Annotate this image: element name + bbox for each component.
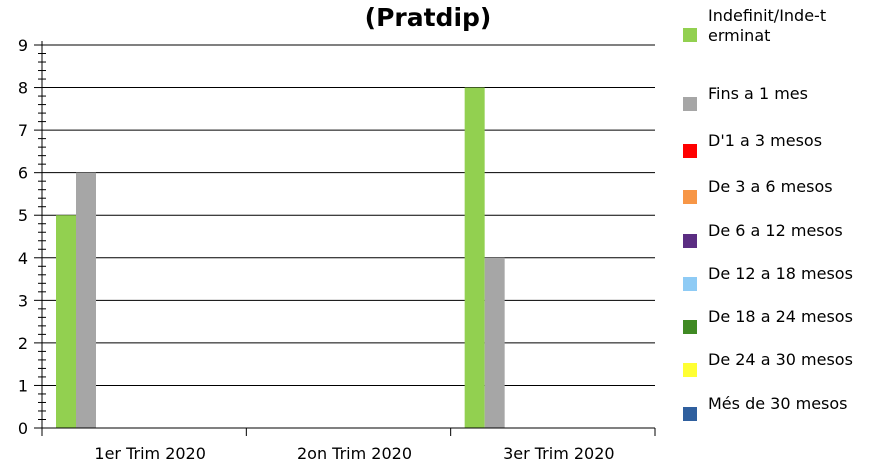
bars <box>56 87 505 429</box>
y-tick-label: 1 <box>18 376 28 395</box>
legend-label: Indefinit/Inde-terminat <box>708 6 827 45</box>
bar <box>56 215 76 428</box>
legend-swatch <box>683 407 697 421</box>
y-tick-label: 4 <box>18 249 28 268</box>
x-tick-label: 2on Trim 2020 <box>297 444 412 463</box>
legend-swatch <box>683 144 697 158</box>
legend-label: De 6 a 12 mesos <box>708 221 843 240</box>
y-tick-labels: 0 1 2 3 4 5 6 7 8 9 <box>18 36 28 438</box>
y-tick-label: 8 <box>18 79 28 98</box>
y-tick-label: 2 <box>18 334 28 353</box>
legend-swatch <box>683 28 697 42</box>
legend-label: Més de 30 mesos <box>708 394 848 413</box>
y-tick-label: 9 <box>18 36 28 55</box>
legend-swatch <box>683 97 697 111</box>
legend-label: De 24 a 30 mesos <box>708 350 853 369</box>
legend-swatch <box>683 277 697 291</box>
legend-swatch <box>683 234 697 248</box>
bar <box>76 172 96 428</box>
y-tick-label: 6 <box>18 164 28 183</box>
bar <box>484 257 505 428</box>
legend-swatch <box>683 320 697 334</box>
y-tick-label: 7 <box>18 121 28 140</box>
legend-label: De 18 a 24 mesos <box>708 307 853 326</box>
gridlines <box>42 44 655 386</box>
bar <box>464 87 485 429</box>
legend: Indefinit/Inde-terminat Fins a 1 mes D'1 a… <box>680 0 895 468</box>
bar-chart: 0 1 2 3 4 5 6 7 8 9 1er Trim 2020 2on Trim 2020 3er… <box>18 3 656 463</box>
y-tick-label: 5 <box>18 206 28 225</box>
y-tick-label: 0 <box>18 419 28 438</box>
legend-swatch <box>683 363 697 377</box>
x-tick-label: 3er Trim 2020 <box>503 444 615 463</box>
legend-swatch <box>683 190 697 204</box>
axes <box>34 41 656 436</box>
legend-label: De 12 a 18 mesos <box>708 264 853 283</box>
x-tick-labels: 1er Trim 2020 2on Trim 2020 3er Trim 2020 <box>94 444 614 463</box>
legend-label: D'1 a 3 mesos <box>708 131 823 150</box>
legend-label: Fins a 1 mes <box>708 84 808 103</box>
x-tick-label: 1er Trim 2020 <box>94 444 206 463</box>
chart-title: (Pratdip) <box>365 3 492 32</box>
y-tick-label: 3 <box>18 291 28 310</box>
legend-label: De 3 a 6 mesos <box>708 177 833 196</box>
